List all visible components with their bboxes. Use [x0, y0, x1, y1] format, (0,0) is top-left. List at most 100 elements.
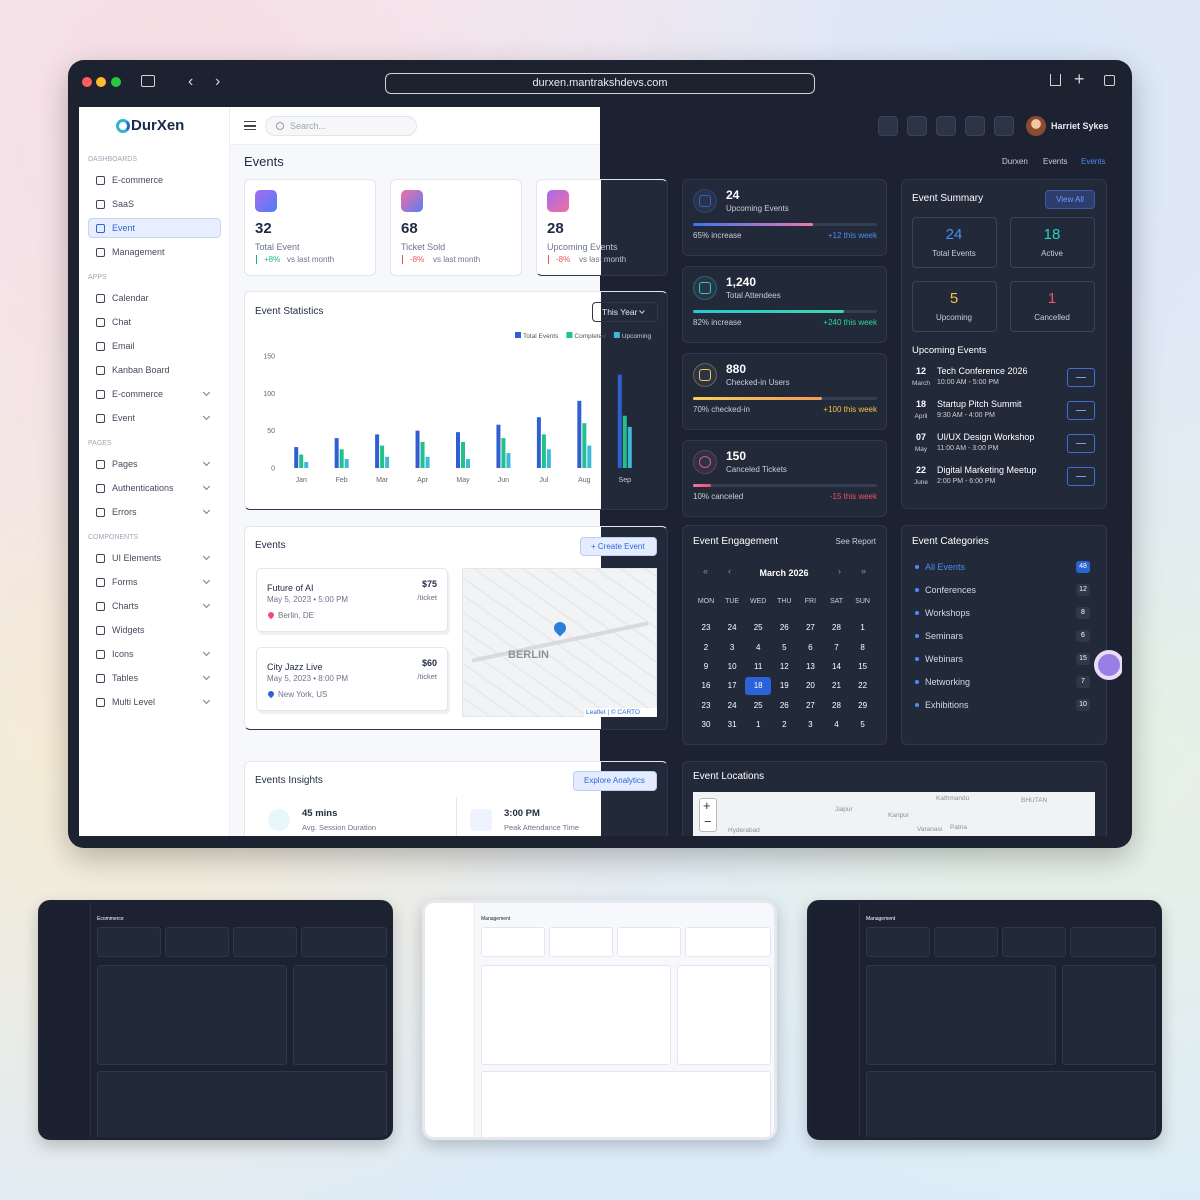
sidebar-item[interactable]: Icons [112, 648, 134, 659]
thumbnail[interactable]: Management [422, 900, 777, 1140]
calendar-day[interactable]: 14 [832, 662, 841, 671]
thumbnail[interactable]: Ecommerce [38, 900, 393, 1140]
calendar-day[interactable]: 3 [729, 642, 735, 652]
calendar-day[interactable]: 13 [805, 662, 815, 671]
back-button[interactable]: ‹ [188, 73, 194, 90]
calendar-day[interactable]: 20 [805, 681, 815, 691]
sidebar-item[interactable]: Pages [112, 458, 138, 469]
category-name[interactable]: Networking [925, 676, 971, 687]
calendar-day[interactable]: 23 [701, 623, 711, 633]
header-icon-button[interactable] [907, 116, 927, 136]
calendar-nav[interactable]: ‹ [728, 566, 731, 576]
share-button[interactable] [1050, 74, 1061, 86]
calendar-day[interactable]: 1 [755, 720, 761, 730]
insights-button[interactable] [573, 771, 657, 791]
sidebar-toggle[interactable] [141, 75, 155, 87]
calendar-day[interactable]: 18 [753, 681, 763, 691]
calendar-day[interactable]: 22 [858, 681, 868, 691]
minimize-dot[interactable] [96, 77, 106, 87]
calendar-day[interactable]: 26 [779, 700, 789, 710]
sidebar-item[interactable]: Charts [112, 600, 139, 611]
filter-dropdown[interactable] [592, 302, 658, 322]
category-name[interactable]: Seminars [925, 630, 964, 641]
calendar-day[interactable]: 2 [782, 720, 787, 730]
zoom-out[interactable]: − [704, 814, 712, 829]
sidebar-item[interactable]: E-commerce [112, 388, 164, 399]
menu-icon[interactable] [244, 121, 256, 130]
event-item[interactable] [256, 647, 448, 711]
calendar-day[interactable]: 26 [779, 623, 789, 633]
calendar-day[interactable]: 11 [754, 662, 763, 671]
sidebar-item[interactable]: Calendar [112, 292, 149, 303]
header-icon-button[interactable] [878, 116, 898, 136]
maximize-dot[interactable] [111, 77, 121, 87]
settings-fab[interactable] [1094, 650, 1122, 680]
calendar-day[interactable]: 12 [779, 662, 789, 671]
calendar-day[interactable]: 4 [834, 720, 839, 730]
upcoming-arrow-button[interactable] [1067, 368, 1095, 387]
calendar-day[interactable]: 31 [727, 720, 737, 730]
calendar-day[interactable]: 16 [701, 681, 711, 691]
sidebar-item[interactable]: Event [112, 222, 136, 233]
calendar-day[interactable]: 9 [703, 662, 709, 671]
sidebar-item[interactable]: SaaS [112, 198, 135, 209]
sidebar-item[interactable]: Management [112, 246, 165, 257]
calendar-day[interactable]: 29 [858, 700, 868, 710]
category-name[interactable]: All Events [925, 561, 966, 572]
zoom-in[interactable]: + [703, 798, 711, 813]
calendar-day[interactable]: 23 [701, 700, 711, 710]
header-icon-button[interactable] [936, 116, 956, 136]
create-event-button[interactable] [580, 537, 657, 556]
upcoming-arrow-button[interactable] [1067, 401, 1095, 420]
calendar-day[interactable]: 25 [753, 700, 763, 710]
sidebar-item[interactable]: Errors [112, 506, 137, 517]
calendar-day[interactable]: 4 [755, 642, 761, 652]
search-box[interactable] [265, 116, 417, 136]
sidebar-item[interactable]: Kanban Board [112, 364, 170, 375]
calendar-day[interactable]: 8 [860, 642, 865, 652]
calendar-day[interactable]: 27 [805, 623, 815, 633]
sidebar-item[interactable]: Authentications [112, 482, 174, 493]
calendar-day[interactable]: 5 [782, 642, 787, 652]
calendar-day[interactable]: 21 [832, 681, 841, 691]
calendar-day[interactable]: 5 [860, 720, 865, 730]
forward-button[interactable]: › [215, 73, 221, 90]
calendar-day[interactable]: 25 [753, 623, 763, 633]
calendar-day[interactable]: 3 [808, 720, 813, 730]
calendar-nav[interactable]: « [703, 566, 709, 576]
new-tab-button[interactable]: + [1074, 69, 1085, 89]
header-icon-button[interactable] [965, 116, 985, 136]
sidebar-item[interactable]: Email [112, 340, 135, 351]
calendar-nav[interactable]: » [861, 566, 867, 576]
close-dot[interactable] [82, 77, 92, 87]
calendar-day[interactable]: 27 [805, 700, 815, 710]
calendar-day[interactable]: 19 [779, 681, 789, 691]
calendar-day[interactable]: 17 [727, 681, 737, 691]
event-item[interactable] [256, 568, 448, 632]
calendar-day[interactable]: 6 [808, 642, 813, 652]
upcoming-arrow-button[interactable] [1067, 467, 1095, 486]
sidebar-item[interactable]: Event [112, 412, 136, 423]
calendar-day[interactable]: 24 [727, 700, 737, 710]
thumbnail[interactable]: Management [807, 900, 1162, 1140]
calendar-day[interactable]: 28 [832, 700, 841, 710]
sidebar-item[interactable]: E-commerce [112, 174, 164, 185]
upcoming-arrow-button[interactable] [1067, 434, 1095, 453]
calendar-nav[interactable]: › [838, 566, 841, 576]
calendar-day[interactable]: 7 [834, 642, 839, 652]
header-icon-button[interactable] [994, 116, 1014, 136]
calendar-day[interactable]: 24 [727, 623, 737, 633]
calendar-day[interactable]: 2 [703, 642, 709, 652]
sidebar-item[interactable]: Forms [112, 576, 138, 587]
sidebar-item[interactable]: Multi Level [112, 696, 156, 707]
sidebar-item[interactable]: Tables [112, 672, 139, 683]
category-name[interactable]: Exhibitions [925, 699, 969, 710]
category-name[interactable]: Conferences [925, 584, 977, 595]
calendar-day[interactable]: 15 [858, 662, 868, 671]
category-name[interactable]: Workshops [925, 607, 970, 618]
url-bar[interactable]: durxen.mantrakshdevs.com [385, 73, 815, 94]
calendar-day[interactable]: 1 [860, 623, 865, 633]
sidebar-item[interactable]: Widgets [112, 624, 145, 635]
calendar-day[interactable]: 10 [727, 662, 737, 671]
view-all-button[interactable] [1045, 190, 1095, 209]
